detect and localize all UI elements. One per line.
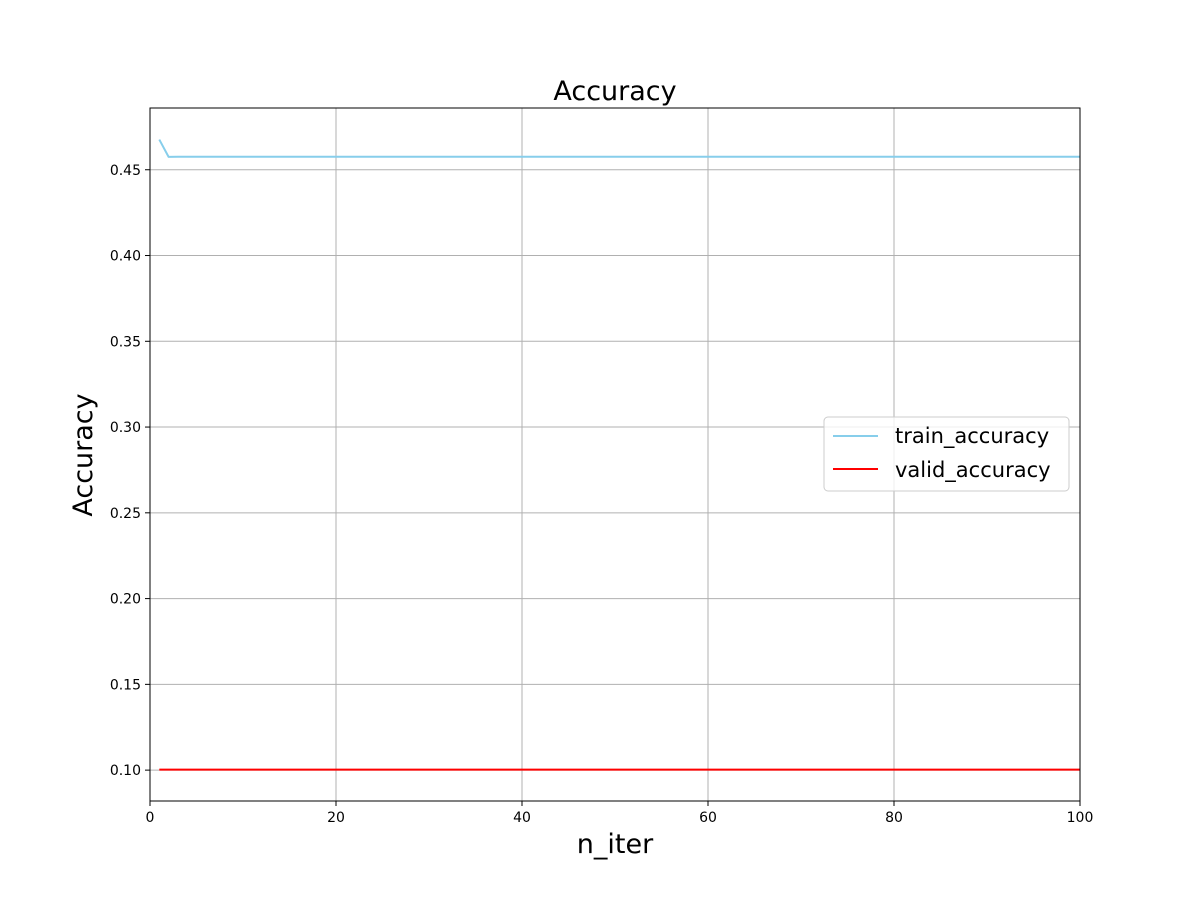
legend-box — [823, 416, 1070, 492]
y-axis-label: Accuracy — [68, 393, 99, 516]
x-tick-label: 100 — [1067, 810, 1094, 826]
series-line-train-accuracy — [158, 139, 1080, 158]
y-tick-label: 0.10 — [110, 763, 141, 779]
y-tick-label: 0.15 — [110, 677, 141, 693]
x-tick-label: 20 — [327, 810, 345, 826]
y-tick-label: 0.40 — [110, 249, 141, 265]
y-tick-label: 0.45 — [110, 163, 141, 179]
legend-label-valid-accuracy: valid_accuracy — [895, 458, 1051, 483]
legend-label-train-accuracy: train_accuracy — [895, 424, 1049, 449]
y-tick-label: 0.35 — [110, 334, 141, 350]
x-tick-label: 40 — [513, 810, 531, 826]
y-tick-label: 0.25 — [110, 506, 141, 522]
y-tick-label: 0.20 — [110, 592, 141, 608]
x-tick-label: 80 — [885, 810, 903, 826]
plot-area-frame — [149, 107, 1081, 802]
legend: train_accuracy valid_accuracy — [823, 416, 1070, 492]
x-axis-label: n_iter — [577, 829, 654, 860]
y-tick-label: 0.30 — [110, 420, 141, 436]
series-lines — [158, 139, 1080, 771]
x-tick-label: 0 — [146, 810, 155, 826]
x-tick-label: 60 — [699, 810, 717, 826]
axis-ticks: 0 20 40 60 80 100 0.10 0.15 0.20 0.25 0.30 0.35 0.40… — [110, 163, 1094, 826]
chart-title: Accuracy — [553, 76, 676, 107]
